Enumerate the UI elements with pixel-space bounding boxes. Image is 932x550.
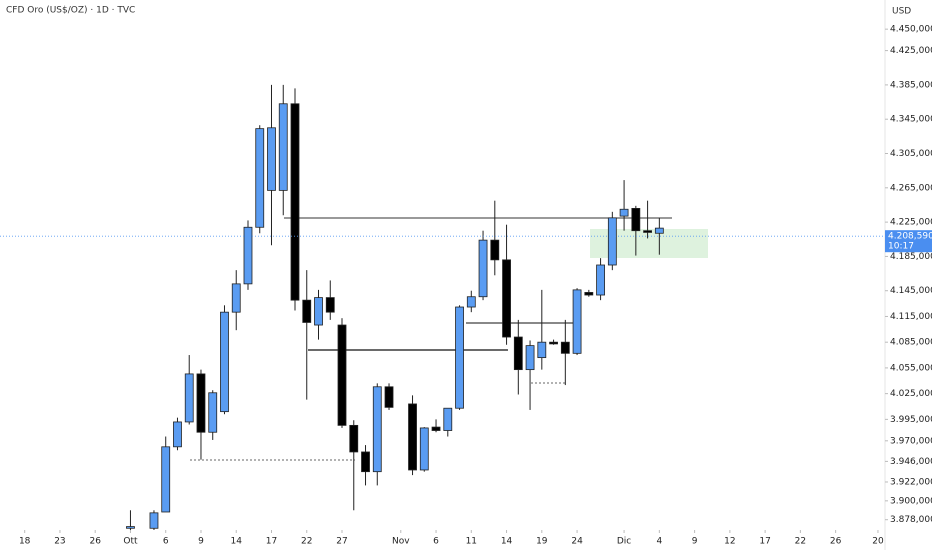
candle-body [443, 407, 453, 431]
x-tick-label: 18 [19, 537, 31, 547]
candle-body [302, 299, 312, 323]
candle-body [607, 217, 617, 266]
y-tick-label: 3.900,000 [890, 496, 932, 506]
candle-body [431, 426, 441, 431]
candle-body [631, 207, 641, 232]
x-tick-label: 6 [163, 537, 169, 547]
x-tick-label: 23 [54, 537, 65, 547]
candle-body [384, 386, 394, 408]
candle-body [513, 336, 523, 371]
candle-body [643, 230, 652, 233]
countdown: 10:17 [888, 242, 914, 252]
last-price-label: 4.208,590 [888, 232, 932, 242]
candle-body [490, 239, 500, 261]
candle-body [314, 297, 323, 326]
candle-body [408, 403, 417, 471]
candle-body [267, 127, 276, 191]
x-tick-label: 20 [872, 537, 884, 547]
candle-body [654, 227, 664, 234]
y-tick-label: 4.305,000 [890, 149, 932, 159]
last-price-tag [885, 230, 932, 253]
currency: USD [892, 7, 911, 17]
x-tick-label: 22 [795, 537, 806, 547]
x-tick-label: 22 [301, 537, 312, 547]
y-tick-label: 3.922,000 [890, 477, 932, 487]
y-tick-label: 4.265,000 [890, 183, 932, 193]
y-tick-label: 4.145,000 [890, 286, 932, 296]
y-tick-label: 4.025,000 [890, 389, 932, 399]
chart-title: CFD Oro (US$/OZ) · 1D · TVC [6, 6, 135, 16]
y-tick-label: 4.450,000 [890, 25, 932, 35]
candle-body [220, 311, 229, 413]
candle-body [184, 373, 194, 423]
x-tick-label: 9 [198, 537, 204, 547]
candle-body [584, 292, 594, 296]
candle-body [596, 264, 605, 296]
candle-body [337, 324, 347, 426]
y-tick-label: 4.345,000 [890, 115, 932, 125]
y-tick-label: 3.995,000 [890, 415, 932, 425]
zone [590, 229, 708, 258]
y-tick-label: 4.055,000 [890, 363, 932, 373]
y-tick-label: 4.225,000 [890, 218, 932, 228]
candle-body [243, 226, 253, 285]
candle-body [208, 392, 218, 433]
x-tick-label: 4 [656, 537, 662, 547]
y-tick-label: 4.425,000 [890, 46, 932, 56]
x-tick-label: 17 [759, 537, 770, 547]
y-tick-label: 4.385,000 [890, 80, 932, 90]
candle-body [126, 526, 135, 529]
candle-body [419, 427, 429, 471]
x-tick-label: Dic [617, 537, 631, 547]
x-tick-label: 27 [336, 537, 347, 547]
x-tick-label: 11 [466, 537, 477, 547]
candle-body [478, 239, 488, 298]
x-tick-label: 14 [501, 537, 513, 547]
y-tick-label: 3.970,000 [890, 436, 932, 446]
y-tick-label: 4.115,000 [890, 312, 932, 322]
candle-body [372, 386, 382, 473]
candle-body [196, 373, 206, 433]
x-tick-label: 24 [571, 537, 583, 547]
x-tick-label: 14 [231, 537, 243, 547]
candle-body [549, 341, 558, 345]
candle-body [560, 341, 570, 354]
x-tick-label: 26 [830, 537, 842, 547]
candle-body [361, 451, 370, 473]
x-tick-label: Nov [392, 537, 410, 547]
x-tick-label: 12 [724, 537, 735, 547]
x-tick-label: 19 [536, 537, 548, 547]
candle-body [466, 296, 476, 308]
candle-body [502, 259, 511, 338]
y-tick-label: 4.085,000 [890, 338, 932, 348]
candle-body [290, 103, 300, 301]
x-tick-label: Ott [123, 537, 138, 547]
x-tick-label: 17 [266, 537, 277, 547]
x-tick-label: 6 [433, 537, 439, 547]
candle-body [349, 424, 359, 453]
y-tick-label: 3.878,000 [890, 515, 932, 525]
x-tick-label: 9 [692, 537, 698, 547]
candle-body [149, 512, 159, 529]
candle-body [278, 103, 288, 191]
candle-body [455, 306, 464, 409]
candle-body [255, 128, 265, 228]
candle-body [537, 341, 547, 359]
candle-body [325, 297, 335, 313]
candle-body [572, 289, 582, 354]
y-tick-label: 4.185,000 [890, 252, 932, 262]
candle-body [619, 208, 629, 217]
candle-body [525, 345, 535, 371]
candle-body [231, 283, 241, 313]
candle-body [161, 446, 171, 513]
x-tick-label: 26 [89, 537, 101, 547]
candle-body [173, 421, 182, 448]
y-tick-label: 3.946,000 [890, 457, 932, 467]
